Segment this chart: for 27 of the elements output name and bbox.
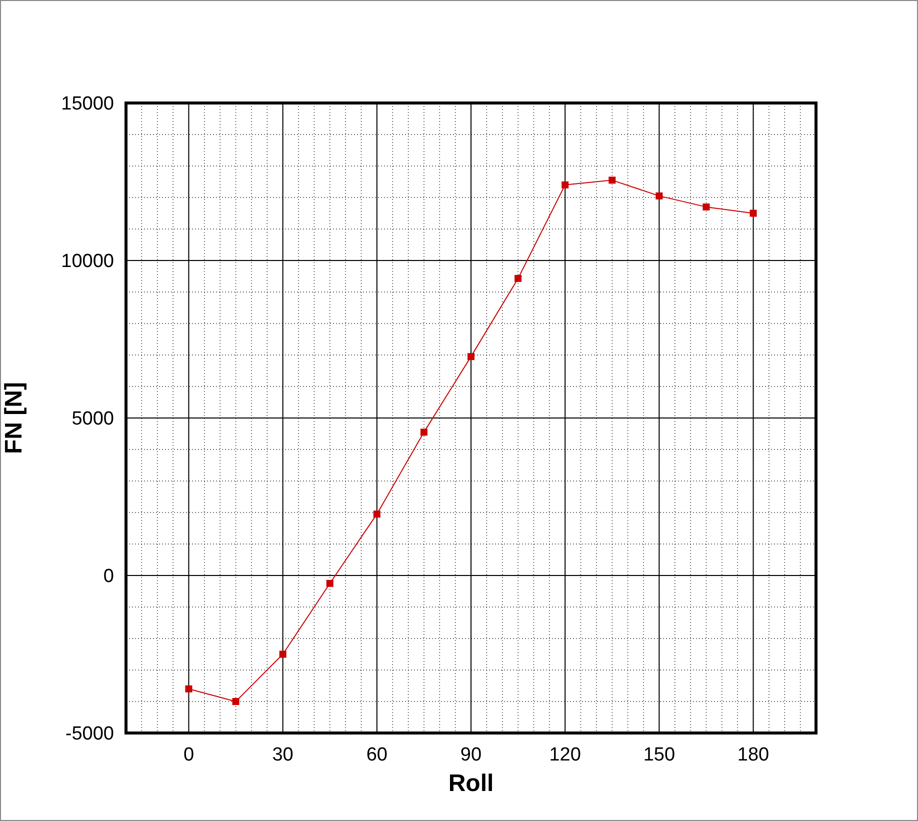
x-axis-title: Roll [448,770,494,797]
y-axis-title: FN [N] [0,382,28,454]
x-tick-label: 60 [366,744,388,766]
point [562,181,569,188]
point [232,698,240,705]
y-tick-label: 10000 [61,251,114,272]
x-tick-label: 0 [183,744,194,766]
point [185,685,192,692]
point [373,510,380,518]
x-tick-label: 30 [272,744,294,766]
y-tick-label: 15000 [61,94,114,115]
y-tick-label: -5000 [65,724,114,745]
point [468,353,474,360]
x-tick-label: 90 [460,744,482,766]
point [279,650,286,658]
point [656,192,663,200]
point [608,176,616,184]
x-tick-label: 150 [643,744,676,766]
y-tick-label: 5000 [72,408,114,430]
point [750,210,757,217]
x-tick-label: 120 [549,744,581,766]
point [326,580,334,587]
point [420,428,428,436]
point [514,274,522,282]
y-tick-label: 0 [103,566,114,588]
x-tick-label: 180 [737,744,770,766]
point [702,203,710,210]
